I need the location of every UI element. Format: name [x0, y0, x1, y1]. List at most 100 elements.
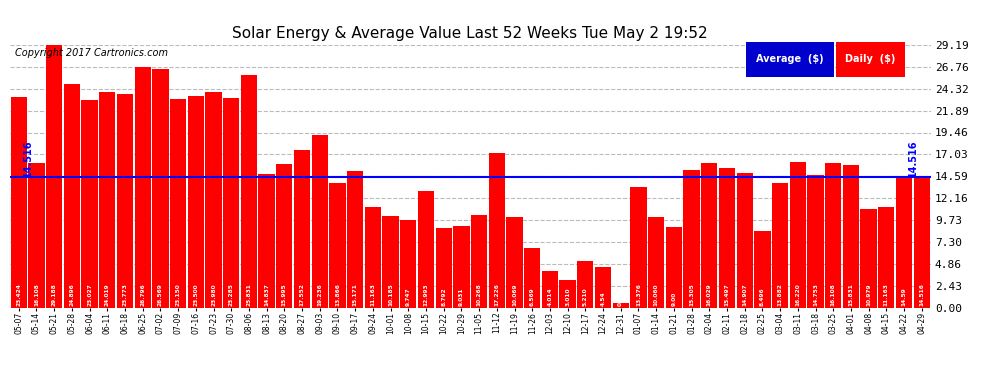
Bar — [436, 228, 451, 308]
Bar — [453, 226, 469, 308]
Text: 8.496: 8.496 — [760, 288, 765, 306]
Text: 23.773: 23.773 — [123, 283, 128, 306]
Text: 14.837: 14.837 — [264, 283, 269, 306]
Bar — [347, 171, 363, 308]
Bar — [400, 220, 417, 308]
Bar — [135, 66, 150, 308]
Text: 17.552: 17.552 — [300, 283, 305, 306]
Text: 3.010: 3.010 — [565, 288, 570, 306]
Text: 15.497: 15.497 — [725, 284, 730, 306]
Text: 10.060: 10.060 — [653, 284, 658, 306]
Text: 15.305: 15.305 — [689, 284, 694, 306]
Text: 15.831: 15.831 — [848, 283, 853, 306]
Bar — [842, 165, 859, 308]
Bar — [701, 164, 718, 308]
Text: 11.163: 11.163 — [370, 283, 375, 306]
Text: 9.00: 9.00 — [671, 292, 676, 306]
Text: 10.979: 10.979 — [866, 284, 871, 306]
Bar — [648, 217, 664, 308]
Bar — [825, 163, 842, 308]
Bar — [772, 183, 788, 308]
Bar — [559, 280, 576, 308]
Text: 17.226: 17.226 — [494, 283, 499, 306]
Text: 10.268: 10.268 — [476, 284, 481, 306]
Bar — [542, 272, 558, 308]
Bar — [241, 75, 257, 308]
Bar — [914, 177, 930, 308]
Bar — [719, 168, 736, 308]
Bar — [595, 267, 611, 308]
Bar — [81, 100, 98, 308]
Bar — [29, 163, 45, 308]
Bar — [364, 207, 381, 308]
Bar — [382, 216, 399, 308]
Text: 24.896: 24.896 — [69, 284, 74, 306]
Bar — [330, 183, 346, 308]
Text: 24.019: 24.019 — [105, 284, 110, 306]
Text: 14.907: 14.907 — [742, 284, 747, 306]
Bar — [808, 175, 824, 308]
Bar — [471, 215, 487, 308]
Bar — [117, 94, 133, 308]
Text: 14.516: 14.516 — [920, 283, 925, 306]
Bar — [896, 176, 912, 308]
Text: 16.220: 16.220 — [795, 284, 800, 306]
Bar — [312, 135, 328, 308]
Bar — [188, 96, 204, 308]
Text: 9.031: 9.031 — [459, 288, 464, 306]
Bar — [631, 187, 646, 308]
FancyBboxPatch shape — [746, 42, 834, 76]
Bar — [294, 150, 310, 308]
Text: 26.569: 26.569 — [157, 284, 163, 306]
Text: 23.500: 23.500 — [193, 284, 198, 306]
Bar — [506, 217, 523, 308]
Text: 15.995: 15.995 — [282, 284, 287, 306]
Text: 11.163: 11.163 — [884, 283, 889, 306]
Bar — [683, 170, 700, 308]
Text: 26.796: 26.796 — [141, 284, 146, 306]
Text: 14.753: 14.753 — [813, 283, 818, 306]
Bar — [489, 153, 505, 308]
Text: 10.069: 10.069 — [512, 284, 517, 306]
Text: 12.993: 12.993 — [424, 284, 429, 306]
Bar — [524, 248, 541, 308]
Text: 25.831: 25.831 — [247, 283, 251, 306]
Text: 23.424: 23.424 — [16, 283, 21, 306]
Bar — [737, 174, 752, 308]
Text: 4.014: 4.014 — [547, 288, 552, 306]
Bar — [577, 261, 593, 308]
Bar — [613, 303, 629, 307]
Bar — [170, 99, 186, 308]
Bar — [860, 209, 877, 308]
Text: 8.792: 8.792 — [442, 288, 446, 306]
Text: 5.210: 5.210 — [583, 288, 588, 306]
Text: 29.188: 29.188 — [51, 284, 56, 306]
Text: 14.516: 14.516 — [23, 140, 33, 177]
Bar — [99, 92, 116, 308]
Text: Copyright 2017 Cartronics.com: Copyright 2017 Cartronics.com — [15, 48, 167, 58]
Text: Average  ($): Average ($) — [756, 54, 824, 64]
Bar — [223, 98, 240, 308]
Text: 4.54: 4.54 — [601, 291, 606, 306]
Text: 14.516: 14.516 — [908, 140, 918, 177]
Text: 13.882: 13.882 — [777, 283, 783, 306]
Bar — [152, 69, 168, 308]
Text: 15.171: 15.171 — [352, 283, 357, 306]
Text: 16.108: 16.108 — [831, 284, 836, 306]
Bar — [878, 207, 895, 308]
Text: Daily  ($): Daily ($) — [845, 54, 896, 64]
Bar — [754, 231, 770, 308]
Text: 23.980: 23.980 — [211, 284, 216, 306]
FancyBboxPatch shape — [836, 42, 905, 76]
Text: 6.569: 6.569 — [530, 288, 535, 306]
Text: 16.108: 16.108 — [34, 284, 39, 306]
Text: 13.866: 13.866 — [335, 283, 340, 306]
Text: 19.236: 19.236 — [317, 284, 323, 306]
Text: 23.027: 23.027 — [87, 284, 92, 306]
Text: 16.029: 16.029 — [707, 284, 712, 306]
Bar — [46, 45, 62, 308]
Text: 0.554: 0.554 — [618, 288, 624, 306]
Bar — [418, 190, 435, 308]
Text: 23.285: 23.285 — [229, 283, 234, 306]
Text: 13.376: 13.376 — [636, 283, 641, 306]
